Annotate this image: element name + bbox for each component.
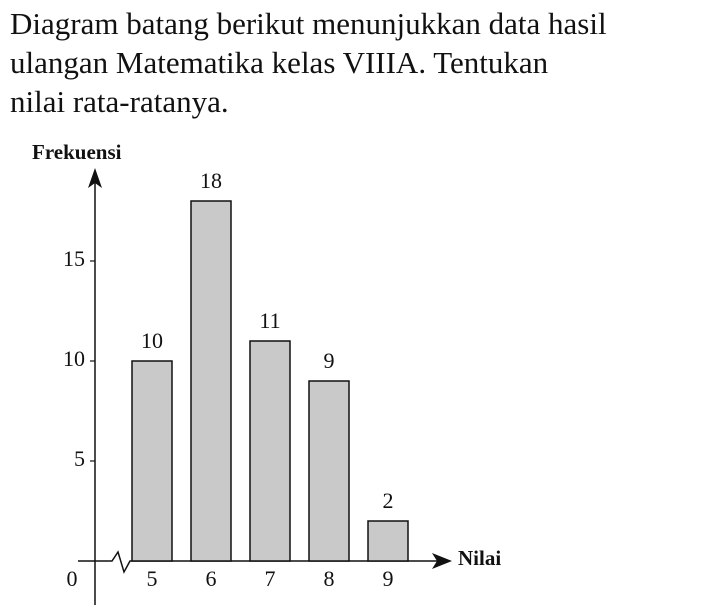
x-tick-label: 9 bbox=[383, 566, 394, 591]
y-tick-label: 5 bbox=[74, 446, 85, 471]
question-line: ulangan Matematika kelas VIIIA. Tentukan bbox=[10, 45, 549, 80]
y-tick-label: 15 bbox=[63, 246, 85, 271]
bar bbox=[367, 520, 409, 562]
bar bbox=[190, 200, 232, 562]
x-tick-label: 6 bbox=[206, 566, 217, 591]
question: Diagram batang berikut menunjukkan data … bbox=[10, 4, 705, 121]
y-tick-label: 0 bbox=[67, 566, 78, 591]
x-tick-label: 7 bbox=[265, 566, 276, 591]
question-line: nilai rata-ratanya. bbox=[10, 84, 229, 119]
y-axis-label: Frekuensi bbox=[32, 140, 122, 164]
value-label: 11 bbox=[259, 308, 280, 333]
value-label: 18 bbox=[200, 168, 222, 193]
bar bbox=[308, 380, 350, 562]
question-line: Diagram batang berikut menunjukkan data … bbox=[10, 6, 607, 41]
y-arrow bbox=[88, 168, 102, 188]
x-tick-label: 8 bbox=[324, 566, 335, 591]
value-label: 2 bbox=[383, 488, 394, 513]
x-axis-label: Nilai bbox=[458, 546, 501, 570]
bar bbox=[249, 340, 291, 562]
bar bbox=[131, 360, 173, 562]
x-tick-label: 5 bbox=[147, 566, 158, 591]
value-label: 10 bbox=[141, 328, 163, 353]
y-tick-label: 10 bbox=[63, 346, 85, 371]
x-axis bbox=[78, 550, 438, 574]
value-label: 9 bbox=[324, 348, 335, 373]
x-arrow bbox=[432, 553, 452, 569]
